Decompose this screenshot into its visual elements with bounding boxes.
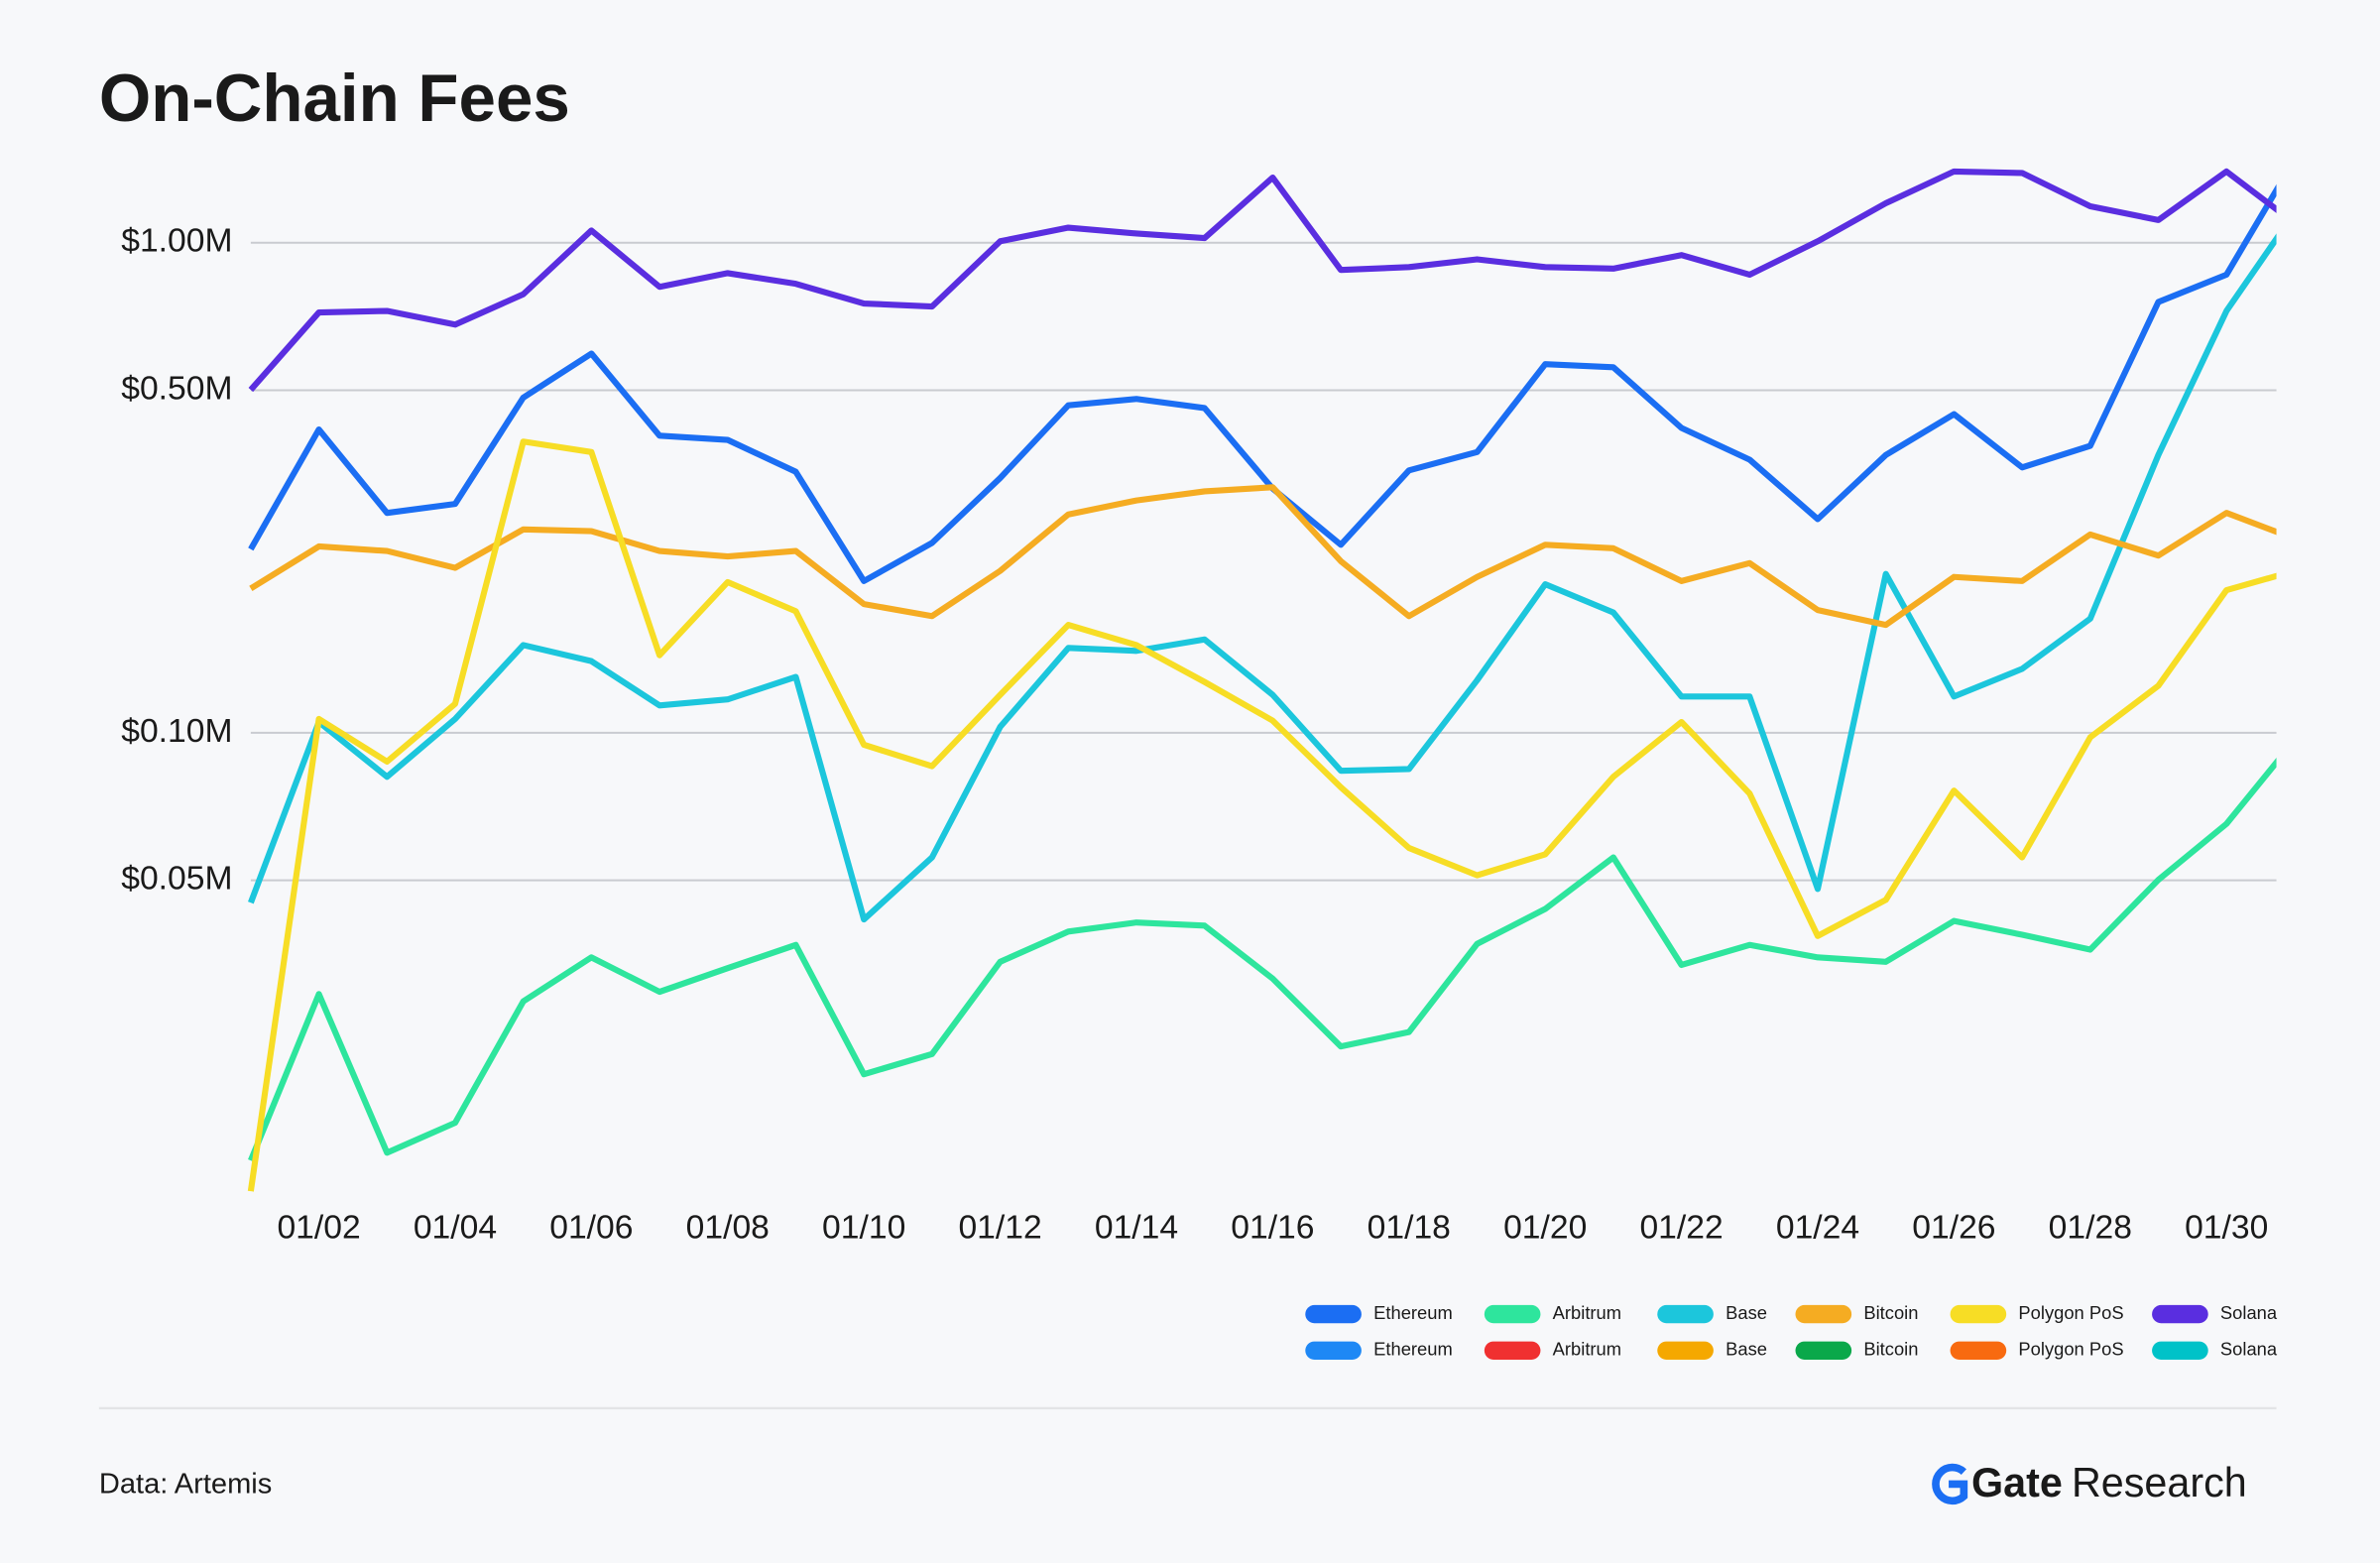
legend-swatch [1950,1341,2007,1360]
legend-label: Ethereum [1373,1302,1453,1323]
x-tick-label: 01/20 [1503,1209,1587,1246]
legend-swatch [1950,1304,2007,1324]
legend-label: Base [1726,1339,1767,1360]
legend-item: Arbitrum [1484,1339,1621,1360]
legend-swatch [1795,1304,1852,1324]
x-tick-label: 01/10 [822,1209,905,1246]
data-line [248,168,2277,393]
legend-label: Polygon PoS [2018,1339,2123,1360]
x-tick-label: 01/22 [1639,1209,1723,1246]
legend-item: Bitcoin [1795,1339,1918,1360]
legend-item: Ethereum [1305,1339,1453,1360]
legend-label: Ethereum [1373,1339,1453,1360]
legend-swatch [2152,1304,2208,1324]
x-tick-label: 01/12 [958,1209,1041,1246]
legend-label: Arbitrum [1553,1339,1621,1360]
grid [250,241,2277,882]
legend-label: Arbitrum [1553,1302,1621,1323]
plot [247,168,2277,1192]
legend-item: Base [1657,1302,1767,1324]
legend-item: Base [1657,1339,1767,1360]
legend-swatch [1484,1341,1541,1360]
x-tick-label: 01/24 [1776,1209,1859,1246]
y-tick-label: $0.50M [121,370,232,407]
data-line [248,233,2277,923]
legend-label: Bitcoin [1863,1302,1918,1323]
legend-swatch [1657,1341,1714,1360]
legend-label: Base [1726,1302,1767,1323]
x-tick-label: 01/18 [1368,1209,1451,1246]
x-tick-label: 01/28 [2049,1209,2132,1246]
legend-label: Solana [2220,1302,2278,1323]
x-tick-label: 01/16 [1231,1209,1314,1246]
legend-label: Solana [2220,1339,2278,1360]
data-line [248,757,2277,1162]
x-tick-label: 01/08 [686,1209,770,1246]
x-tick-label: 01/04 [414,1209,497,1246]
legend-item: Arbitrum [1484,1302,1621,1324]
legend-item: Polygon PoS [1950,1302,2124,1324]
brand-text: Gate Research [1971,1460,2247,1505]
legend-swatch [1795,1341,1852,1360]
legend-item: Solana [2152,1302,2278,1324]
x-tick-label: 01/30 [2185,1209,2268,1246]
legend-swatch [1484,1304,1541,1324]
brand-sub: Research [2072,1460,2247,1505]
legend-item: Solana [2152,1339,2278,1360]
y-tick-label: $1.00M [121,223,232,260]
legend-swatch [1305,1341,1362,1360]
legend-swatch [1657,1304,1714,1324]
x-tick-label: 01/06 [549,1209,633,1246]
legend-label: Bitcoin [1863,1339,1918,1360]
brand-icon [1932,1463,1968,1505]
brand-name: Gate [1971,1460,2063,1505]
legend-item: Ethereum [1305,1302,1453,1324]
y-tick-label: $0.10M [121,713,232,750]
legend-swatch [1305,1304,1362,1324]
legend-swatch [2152,1341,2208,1360]
brand-logo: Gate Research [1932,1460,2247,1505]
y-tick-label: $0.05M [121,861,232,898]
x-tick-label: 01/26 [1912,1209,1995,1246]
legend-label: Polygon PoS [2018,1302,2123,1323]
data-line [247,438,2277,1192]
x-tick-label: 01/14 [1095,1209,1178,1246]
x-tick-label: 01/02 [277,1209,360,1246]
legend-item: Polygon PoS [1950,1339,2124,1360]
data-line [249,484,2277,629]
legend-item: Bitcoin [1795,1302,1918,1324]
chart-title: On-Chain Fees [99,61,570,136]
source-note: Data: Artemis [99,1469,272,1501]
